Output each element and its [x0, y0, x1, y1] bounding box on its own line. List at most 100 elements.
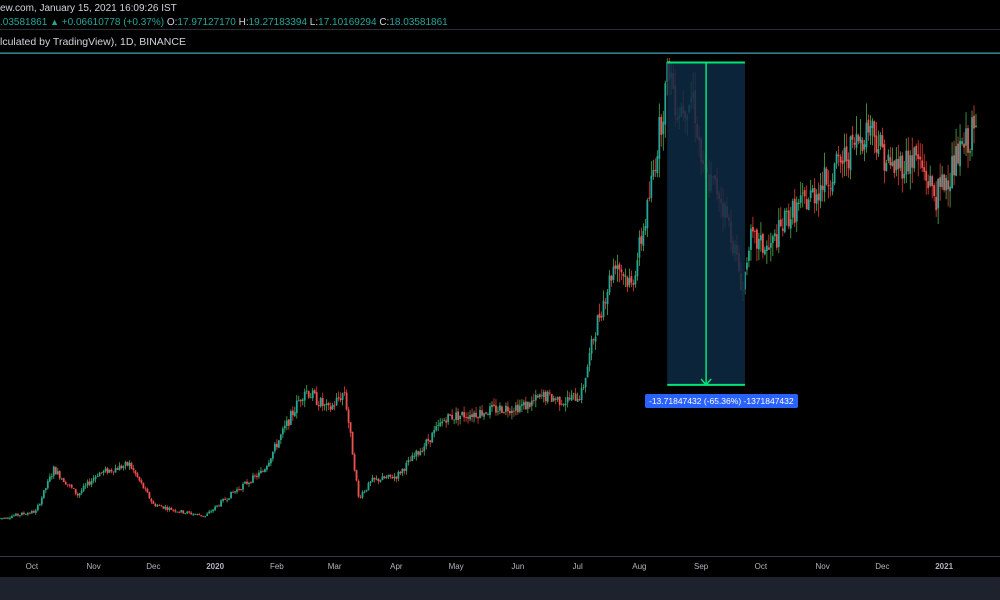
- candle: [899, 151, 902, 172]
- candle: [823, 152, 826, 202]
- candle: [602, 290, 605, 321]
- x-tick-label: 2020: [206, 562, 224, 571]
- candle: [168, 506, 171, 512]
- candle: [399, 471, 402, 476]
- candle: [1, 517, 3, 520]
- candle: [230, 491, 232, 499]
- x-tick-label: Sep: [694, 562, 709, 571]
- candle: [855, 116, 858, 156]
- candle: [443, 418, 446, 422]
- candle: [68, 483, 71, 488]
- candle: [582, 384, 585, 390]
- candle: [80, 488, 83, 496]
- candle: [222, 498, 224, 503]
- candle: [192, 513, 195, 516]
- candle: [953, 140, 955, 185]
- candle: [634, 270, 637, 288]
- candle: [873, 120, 876, 154]
- price-range-measure[interactable]: [667, 61, 745, 387]
- candle: [941, 165, 944, 190]
- candle: [501, 405, 503, 414]
- candle: [78, 492, 81, 499]
- candle: [262, 469, 264, 473]
- candle: [927, 174, 930, 195]
- candle: [26, 511, 29, 516]
- candle: [835, 151, 838, 169]
- x-tick-label: Nov: [86, 562, 100, 571]
- candle: [865, 103, 868, 153]
- candle: [815, 189, 818, 211]
- candle: [891, 147, 894, 167]
- candle: [650, 161, 653, 203]
- candle: [148, 491, 151, 500]
- candle: [421, 447, 424, 453]
- candle: [765, 240, 768, 264]
- candle: [797, 198, 800, 211]
- candle: [297, 395, 300, 402]
- candle: [172, 509, 175, 513]
- candle: [638, 230, 641, 266]
- candle: [419, 448, 422, 456]
- candle: [799, 181, 802, 209]
- candle: [7, 516, 9, 520]
- x-tick-label: 2021: [935, 562, 953, 571]
- candle: [152, 500, 155, 504]
- candle: [258, 470, 260, 479]
- candle: [859, 119, 862, 155]
- candle: [50, 473, 53, 480]
- candle: [333, 401, 336, 411]
- high-label: H:: [238, 17, 249, 28]
- candle: [313, 388, 316, 395]
- candle: [773, 229, 776, 242]
- candle: [377, 478, 380, 485]
- candle: [754, 229, 756, 244]
- candle: [224, 496, 226, 500]
- candle: [845, 133, 848, 177]
- candle: [867, 114, 870, 141]
- candle: [305, 385, 308, 395]
- candle: [435, 422, 438, 432]
- candle: [598, 303, 601, 322]
- candle: [15, 512, 17, 517]
- bottom-toolbar[interactable]: [0, 577, 1000, 600]
- candle: [226, 497, 228, 503]
- candle: [417, 450, 420, 457]
- candle: [331, 402, 334, 411]
- candle: [19, 514, 21, 518]
- candle: [600, 311, 603, 321]
- candle: [578, 395, 581, 402]
- candle: [536, 393, 539, 399]
- candle: [925, 161, 928, 195]
- candle: [307, 390, 310, 399]
- header-source-line: ew.com, January 15, 2021 16:09:26 IST: [0, 3, 177, 14]
- candle: [564, 397, 567, 412]
- candle: [630, 270, 633, 288]
- candle: [471, 408, 473, 422]
- candle: [499, 402, 501, 414]
- candle: [618, 262, 621, 283]
- candle: [242, 482, 244, 493]
- candle: [849, 135, 852, 180]
- high-value: 19.27183394: [248, 17, 308, 28]
- candle: [389, 474, 392, 479]
- chart-header: ew.com, January 15, 2021 16:09:26 IST .0…: [0, 0, 1000, 60]
- x-tick-label: Jun: [511, 562, 524, 571]
- candle: [391, 474, 394, 479]
- candle: [275, 439, 278, 450]
- candle: [853, 137, 856, 150]
- candle: [969, 148, 971, 161]
- candle: [481, 404, 483, 418]
- candle: [162, 506, 165, 510]
- open-label: O:: [166, 17, 178, 28]
- candle: [907, 137, 910, 175]
- candle: [574, 388, 577, 402]
- candle: [748, 246, 750, 268]
- candle: [584, 377, 587, 393]
- candle: [180, 509, 183, 513]
- candle: [88, 478, 91, 487]
- candle: [94, 475, 97, 483]
- candle: [572, 392, 575, 400]
- candle: [303, 388, 306, 408]
- x-tick-label: Dec: [875, 562, 889, 571]
